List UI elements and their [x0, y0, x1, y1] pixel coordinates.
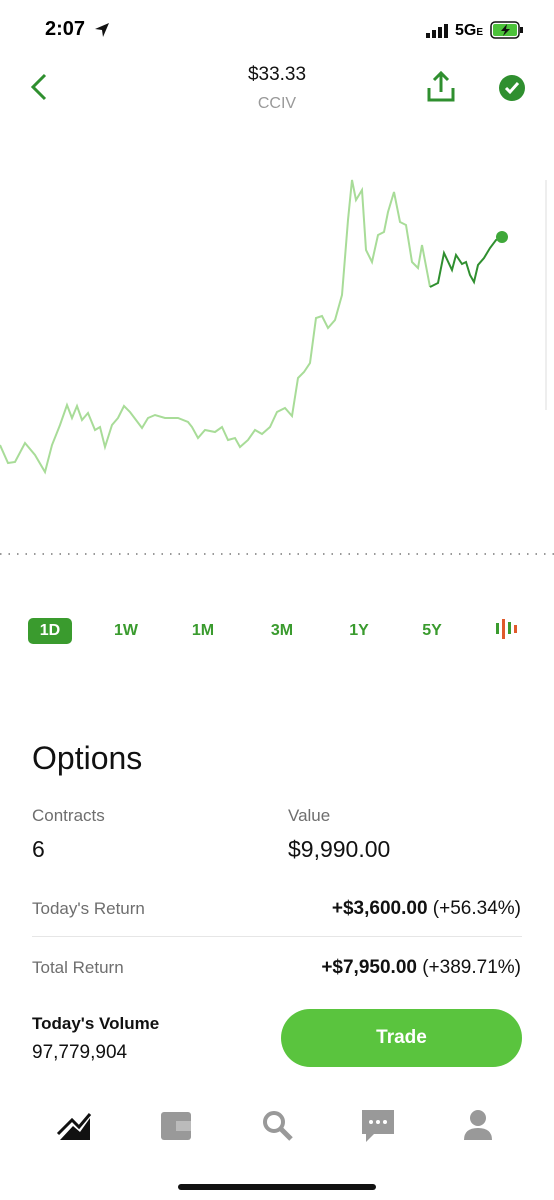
back-button[interactable]	[28, 72, 50, 102]
price-line-before	[0, 179, 431, 475]
tab-bar	[56, 1110, 492, 1190]
volume-label: Today's Volume	[32, 1014, 160, 1033]
tab-search[interactable]	[263, 1111, 293, 1141]
range-5y[interactable]: 5Y	[422, 622, 442, 639]
header-symbol: CCIV	[257, 95, 297, 112]
range-1m[interactable]: 1M	[191, 622, 215, 639]
signal-icon	[426, 24, 448, 38]
watchlist-button[interactable]	[498, 74, 526, 102]
todays-return-amount: +$3,600.00	[331, 898, 428, 919]
options-title: Options	[32, 740, 143, 776]
candle-toggle[interactable]	[494, 618, 518, 640]
volume-value: 97,779,904	[32, 1042, 128, 1063]
todays-return: +$3,600.00 (+56.34%)	[332, 898, 521, 920]
todays-return-label: Today's Return	[32, 899, 145, 918]
tab-cash[interactable]	[161, 1112, 191, 1140]
network-sub: E	[476, 27, 484, 38]
contracts-label: Contracts	[32, 806, 105, 825]
share-button[interactable]	[426, 70, 456, 104]
price-dot	[496, 231, 508, 243]
home-indicator	[178, 1184, 376, 1190]
trade-button[interactable]: Trade	[281, 1009, 522, 1067]
price-line-today	[429, 236, 503, 288]
network-label: 5G	[455, 22, 477, 39]
range-1d[interactable]: 1D	[28, 618, 72, 644]
tab-portfolio[interactable]	[56, 1113, 92, 1140]
total-return: +$7,950.00 (+389.71%)	[321, 957, 521, 979]
total-return-amount: +$7,950.00	[321, 957, 417, 978]
price-chart	[0, 179, 554, 555]
contracts-value: 6	[32, 836, 45, 862]
status-time: 2:07	[45, 18, 86, 40]
total-return-label: Total Return	[32, 958, 124, 977]
tab-messages[interactable]	[362, 1110, 394, 1142]
range-3m[interactable]: 3M	[270, 622, 294, 639]
range-1w[interactable]: 1W	[114, 622, 138, 639]
header-price: $33.33	[247, 64, 307, 85]
network: 5GE	[455, 22, 483, 40]
location-icon	[95, 23, 109, 37]
divider	[32, 936, 522, 937]
tab-account[interactable]	[464, 1110, 492, 1140]
value-value: $9,990.00	[288, 836, 391, 862]
battery-icon	[490, 21, 523, 39]
range-1y[interactable]: 1Y	[349, 622, 369, 639]
todays-return-percent: (+56.34%)	[432, 898, 521, 919]
total-return-percent: (+389.71%)	[422, 957, 521, 978]
value-label: Value	[288, 806, 331, 825]
